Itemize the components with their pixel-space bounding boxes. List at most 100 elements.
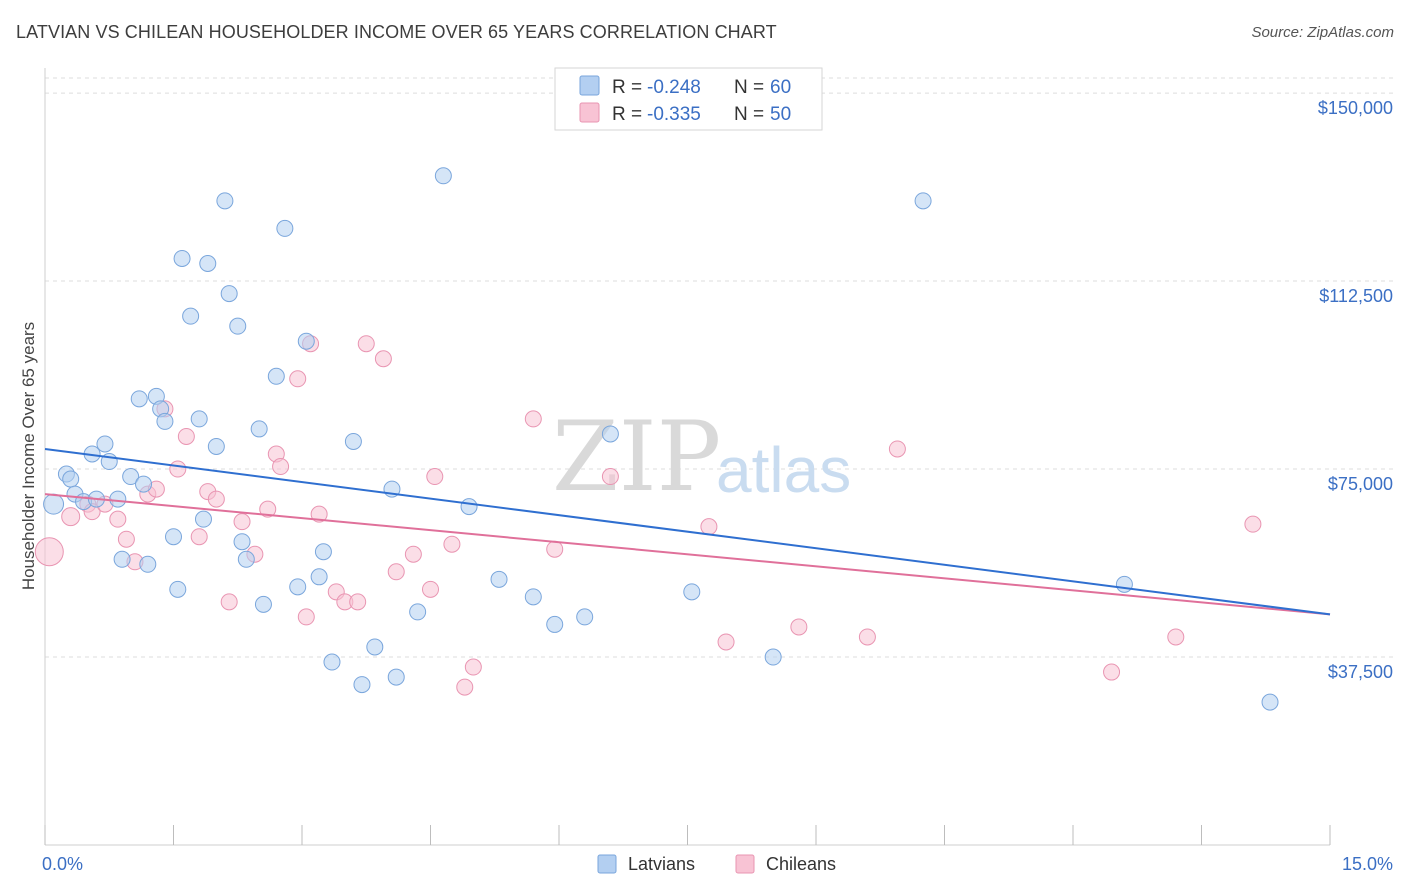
chileans-point[interactable] xyxy=(169,460,187,478)
chileans-point[interactable] xyxy=(464,658,482,676)
latvians-point[interactable] xyxy=(267,367,285,385)
chileans-point[interactable] xyxy=(190,528,208,546)
chileans-point[interactable] xyxy=(34,537,64,567)
latvians-point[interactable] xyxy=(220,285,238,303)
chileans-point[interactable] xyxy=(310,505,328,523)
trend-lines xyxy=(44,447,1331,616)
latvians-point[interactable] xyxy=(546,615,564,633)
chileans-point[interactable] xyxy=(546,540,564,558)
latvians-point[interactable] xyxy=(387,668,405,686)
x-tick-label-max: 15.0% xyxy=(1342,854,1393,874)
latvians-point[interactable] xyxy=(165,528,182,546)
chileans-point[interactable] xyxy=(233,513,251,531)
latvians-point[interactable] xyxy=(460,498,478,516)
y-tick-labels: $37,500 $75,000 $112,500 $150,000 xyxy=(1318,98,1393,682)
chileans-point[interactable] xyxy=(858,628,876,646)
latvians-point[interactable] xyxy=(323,653,341,671)
chileans-point[interactable] xyxy=(357,335,375,353)
chileans-point[interactable] xyxy=(207,490,225,508)
latvians-point[interactable] xyxy=(237,550,255,568)
legend-r-value-chileans: -0.335 xyxy=(647,104,701,125)
latvians-point[interactable] xyxy=(1115,575,1133,593)
latvians-point[interactable] xyxy=(576,608,594,626)
latvians-point[interactable] xyxy=(216,192,234,210)
latvians-point[interactable] xyxy=(135,475,153,493)
bottom-legend-swatch-latvians[interactable] xyxy=(597,854,617,874)
latvians-point[interactable] xyxy=(130,390,148,408)
latvians-point[interactable] xyxy=(366,638,384,656)
chileans-point[interactable] xyxy=(349,593,367,611)
y-tick-label: $37,500 xyxy=(1328,662,1393,682)
latvians-point[interactable] xyxy=(289,578,307,596)
latvians-point[interactable] xyxy=(62,470,80,488)
chileans-point[interactable] xyxy=(422,580,439,598)
series-legend: Latvians Chileans xyxy=(597,854,836,874)
latvians-point[interactable] xyxy=(314,543,332,561)
chileans-point[interactable] xyxy=(700,518,718,536)
latvians-point[interactable] xyxy=(43,493,65,515)
latvians-point[interactable] xyxy=(276,219,294,237)
latvians-point[interactable] xyxy=(683,583,701,601)
chileans-point[interactable] xyxy=(426,468,444,486)
chileans-point[interactable] xyxy=(272,458,290,476)
bottom-legend-swatch-chileans[interactable] xyxy=(735,854,755,874)
latvians-point[interactable] xyxy=(122,468,140,486)
chileans-point[interactable] xyxy=(117,530,135,548)
latvians-point[interactable] xyxy=(199,255,217,273)
chileans-point[interactable] xyxy=(524,410,542,428)
chileans-point[interactable] xyxy=(443,535,461,553)
latvians-point[interactable] xyxy=(96,435,114,453)
chileans-point[interactable] xyxy=(456,678,474,696)
y-axis-title: Householder Income Over 65 years xyxy=(19,322,38,590)
chileans-point[interactable] xyxy=(177,427,195,445)
latvians-point[interactable] xyxy=(344,432,362,450)
latvians-point[interactable] xyxy=(524,588,542,606)
latvians-point[interactable] xyxy=(764,648,782,666)
chileans-point[interactable] xyxy=(888,440,906,458)
latvians-point[interactable] xyxy=(1261,693,1279,711)
latvians-point[interactable] xyxy=(207,437,225,455)
legend-r-label-chileans: R = xyxy=(612,104,642,125)
latvians-point[interactable] xyxy=(169,580,187,598)
latvians-point[interactable] xyxy=(254,595,272,613)
bottom-legend-label-latvians[interactable]: Latvians xyxy=(628,854,695,874)
chileans-point[interactable] xyxy=(220,593,238,611)
latvians-point[interactable] xyxy=(914,192,932,210)
latvians-point[interactable] xyxy=(601,425,619,443)
chart-title: LATVIAN VS CHILEAN HOUSEHOLDER INCOME OV… xyxy=(16,22,777,42)
latvians-point[interactable] xyxy=(190,410,208,428)
chileans-point[interactable] xyxy=(289,370,307,388)
chileans-point[interactable] xyxy=(61,507,81,527)
x-ticks xyxy=(44,825,1331,845)
chileans-point[interactable] xyxy=(297,608,315,626)
chileans-point[interactable] xyxy=(1167,628,1185,646)
latvians-point[interactable] xyxy=(139,555,157,573)
chileans-point[interactable] xyxy=(1244,515,1262,533)
chileans-point[interactable] xyxy=(374,350,392,368)
latvians-point[interactable] xyxy=(109,490,127,508)
latvians-point[interactable] xyxy=(173,249,191,267)
latvians-point[interactable] xyxy=(156,412,174,430)
bottom-legend-label-chileans[interactable]: Chileans xyxy=(766,854,836,874)
latvians-point[interactable] xyxy=(113,550,131,568)
chileans-point[interactable] xyxy=(1103,663,1121,681)
latvians-point[interactable] xyxy=(250,420,268,438)
chileans-point[interactable] xyxy=(109,510,127,528)
latvians-point[interactable] xyxy=(310,568,328,586)
latvians-point[interactable] xyxy=(229,317,247,335)
latvians-point[interactable] xyxy=(182,307,200,325)
chileans-point[interactable] xyxy=(259,500,277,518)
latvians-point[interactable] xyxy=(194,510,212,528)
chileans-point[interactable] xyxy=(601,468,619,486)
chileans-point[interactable] xyxy=(717,633,735,651)
latvians-point[interactable] xyxy=(233,533,251,551)
latvians-point[interactable] xyxy=(353,676,371,694)
latvians-point[interactable] xyxy=(409,603,427,621)
chileans-point[interactable] xyxy=(404,545,422,563)
chileans-point[interactable] xyxy=(790,618,808,636)
chileans-point[interactable] xyxy=(387,563,405,581)
latvians-point[interactable] xyxy=(297,332,315,350)
latvians-point[interactable] xyxy=(434,167,452,185)
latvians-point[interactable] xyxy=(490,570,508,588)
